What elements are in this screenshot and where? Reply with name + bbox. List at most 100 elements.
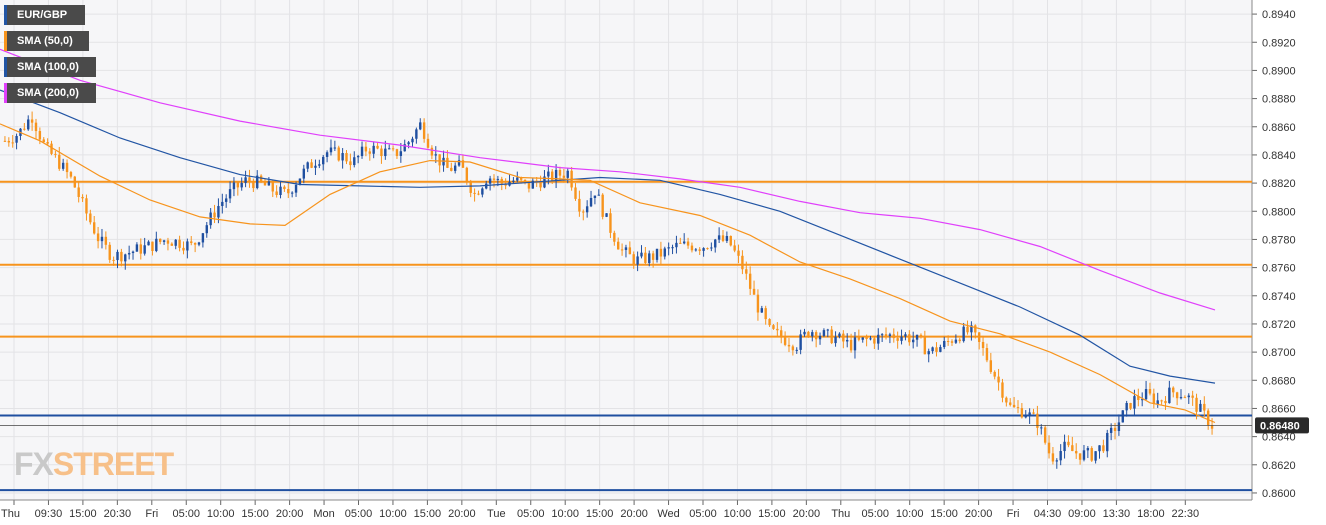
candle-down [69,172,73,177]
candle-down [1164,400,1167,404]
candle-down [772,325,775,329]
candle-down [1090,448,1093,461]
x-tick-label: 15:00 [758,508,786,520]
candle-down [469,182,472,193]
candle-down [807,331,810,337]
candle-up [931,347,934,352]
candle-up [100,236,104,242]
x-tick-label: 20:30 [104,508,132,520]
legend-item-sma100[interactable]: SMA (100,0) [4,57,96,77]
candle-down [349,161,352,166]
candle-down [791,346,795,351]
candle-down [193,242,197,245]
candle-up [1121,410,1124,423]
candle-down [65,162,69,173]
legend-item-sma200[interactable]: SMA (200,0) [4,83,96,103]
candle-up [325,152,329,157]
candle-up [399,151,403,156]
candle-down [741,255,744,270]
candle-down [946,340,950,342]
candle-down [30,119,34,123]
candle-up [1082,450,1086,460]
candle-down [706,248,709,250]
candle-up [795,349,798,351]
candle-up [1156,400,1159,404]
legend-item-sma50[interactable]: SMA (50,0) [4,31,89,51]
candle-down [310,162,313,168]
candle-up [648,253,651,264]
x-tick-label: 05:00 [861,508,889,520]
candle-up [1168,387,1171,404]
candle-down [166,240,170,244]
candle-up [826,329,829,331]
y-tick-label: 0.8720 [1262,319,1296,331]
candle-down [1020,408,1024,418]
candle-up [640,252,643,257]
legend-item-eurgbp[interactable]: EUR/GBP [4,5,85,25]
candle-up [1055,460,1059,462]
candle-up [585,206,589,213]
candle-up [228,189,232,199]
candle-up [818,335,822,340]
candle-down [690,245,694,251]
candle-up [205,225,208,234]
candle-up [760,308,764,313]
candle-down [896,338,899,341]
candle-up [1179,397,1183,399]
candle-down [380,148,383,157]
x-tick-label: 18:00 [1137,508,1165,520]
candle-down [236,182,240,188]
candle-up [547,171,550,177]
candle-down [450,167,453,171]
candle-down [1113,427,1117,431]
candle-down [1075,451,1078,454]
candle-up [624,247,628,250]
candle-down [745,269,748,274]
y-tick-label: 0.8640 [1262,432,1296,444]
candle-down [263,181,267,186]
candle-up [904,334,907,337]
candle-down [473,192,476,194]
candle-up [407,142,410,145]
candle-down [1148,389,1152,394]
candle-down [58,154,61,169]
candle-down [551,171,554,181]
candle-up [415,129,418,139]
candle-up [1028,412,1031,416]
candle-down [430,147,434,156]
candle-down [721,235,725,241]
candle-down [780,330,783,338]
candle-down [966,326,969,333]
candle-up [298,178,302,185]
x-tick-label: Thu [1,508,20,520]
candle-up [388,148,391,150]
candle-down [120,251,123,262]
candle-down [1001,382,1004,398]
candle-up [143,245,146,254]
candle-down [465,167,469,183]
candle-down [158,238,162,242]
candle-up [1117,422,1121,431]
candle-down [737,250,740,256]
candle-down [768,319,771,326]
candle-up [954,339,958,343]
candle-down [981,341,985,349]
candle-down [23,128,26,130]
y-tick-label: 0.8880 [1262,94,1296,106]
candle-down [50,143,53,154]
candle-down [108,244,111,260]
candle-up [927,351,930,355]
candle-down [865,337,868,340]
candle-down [395,149,399,156]
y-tick-label: 0.8900 [1262,65,1296,77]
candle-down [54,153,57,155]
candle-down [601,194,604,217]
candle-up [943,340,946,348]
candle-down [1071,445,1074,452]
candle-up [333,147,337,149]
candle-down [1172,387,1175,393]
candle-up [702,248,705,251]
y-tick-label: 0.8800 [1262,206,1296,218]
candle-down [34,122,38,132]
